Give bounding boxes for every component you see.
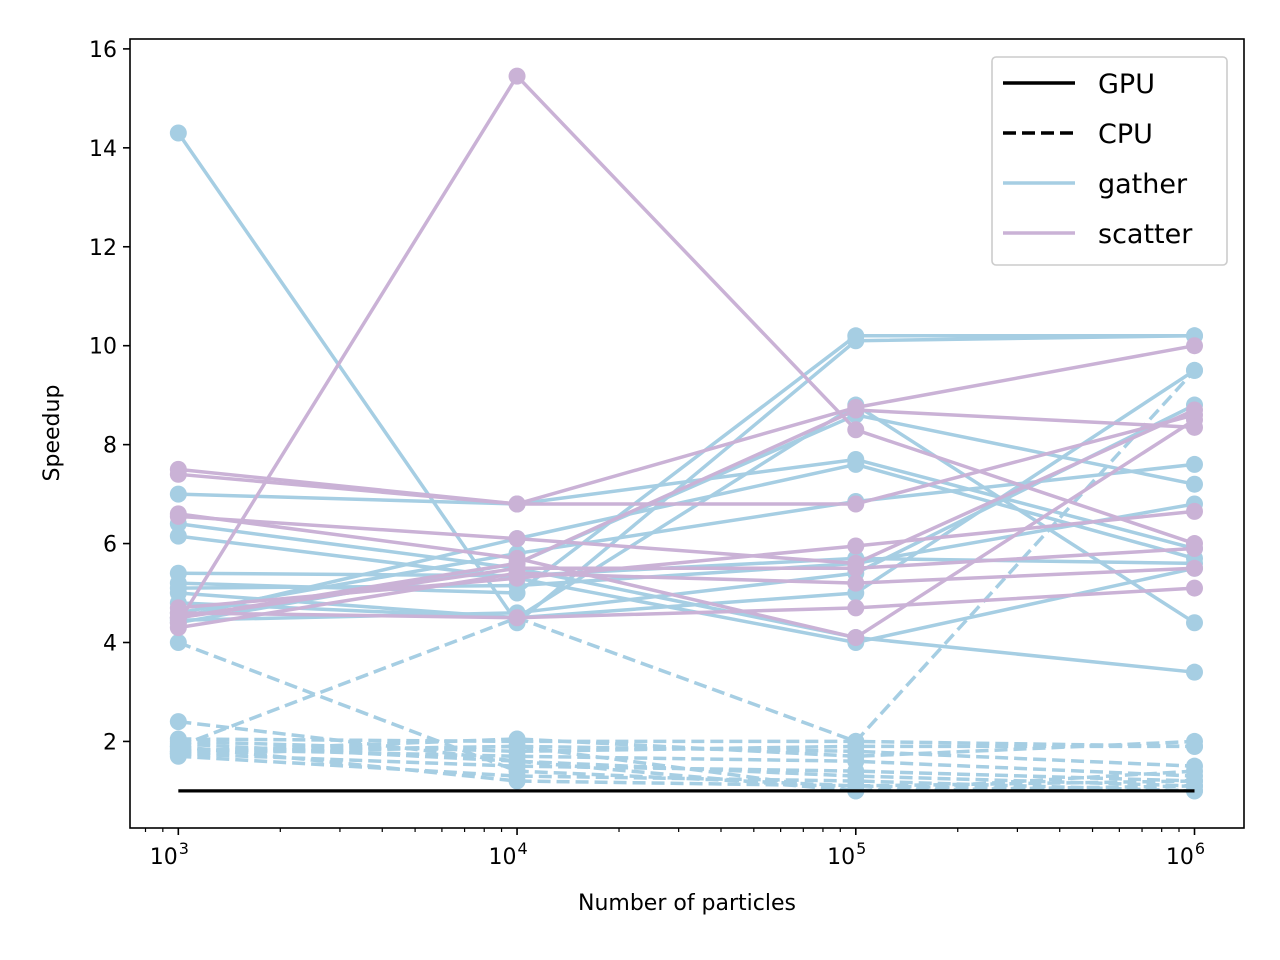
data-point (508, 772, 526, 790)
series-line (178, 566, 1195, 630)
series-line (178, 754, 1195, 793)
series-layer (169, 67, 1203, 800)
data-point (1186, 540, 1203, 558)
y-tick-label: 12 (89, 236, 117, 261)
series-line (178, 739, 1195, 754)
data-point (508, 495, 526, 513)
data-point (847, 327, 865, 345)
series-line (178, 742, 1195, 788)
data-point (1186, 361, 1203, 379)
data-point (1186, 401, 1203, 419)
data-point (169, 579, 187, 597)
scatter-gpu-series-35 (169, 540, 1203, 627)
series-line (178, 546, 1195, 620)
data-point (1186, 732, 1203, 750)
data-point (847, 629, 865, 647)
data-point (847, 767, 865, 785)
data-point (847, 421, 865, 439)
y-tick-label: 6 (103, 533, 117, 558)
legend-label-gpu: GPU (1098, 69, 1155, 100)
data-point (169, 124, 187, 142)
plot-frame (129, 38, 1245, 829)
data-point (847, 747, 865, 765)
series-line (178, 744, 1195, 768)
series-line (178, 747, 1195, 778)
series-line (178, 737, 1195, 759)
data-point (847, 455, 865, 473)
data-point (1186, 475, 1203, 493)
data-point (169, 634, 187, 651)
data-point (508, 737, 526, 755)
data-point (169, 609, 187, 627)
data-point (508, 67, 526, 85)
data-point (169, 507, 187, 525)
data-point (508, 559, 526, 577)
data-point (847, 574, 865, 592)
y-tick-label: 4 (103, 631, 117, 656)
data-point (1186, 614, 1203, 632)
legend-label-gather: gather (1098, 169, 1188, 200)
data-point (169, 527, 187, 545)
legend-box (991, 56, 1228, 266)
data-point (1186, 663, 1203, 681)
series-line (178, 408, 1195, 620)
legend: GPU CPU gather scatter (991, 56, 1228, 266)
data-point (847, 495, 865, 513)
series-line (178, 744, 1195, 793)
data-point (169, 745, 187, 763)
data-point (169, 713, 187, 731)
y-tick-label: 2 (103, 730, 117, 755)
data-point (847, 559, 865, 577)
series-line (178, 522, 1195, 674)
data-point (508, 609, 526, 627)
data-point (1186, 502, 1203, 520)
series-line (178, 752, 1195, 783)
data-point (1186, 762, 1203, 780)
y-axis: 2 4 6 8 10 12 14 16 (89, 38, 130, 755)
data-point (508, 752, 526, 770)
data-point (169, 465, 187, 483)
series-line (177, 640, 1195, 788)
series-line (177, 462, 1195, 620)
data-point (1186, 337, 1203, 355)
legend-label-scatter: scatter (1098, 219, 1193, 250)
series-line (177, 369, 1196, 749)
series-line (178, 502, 1195, 590)
x-axis-label: Number of particles (578, 891, 796, 916)
y-axis-label: Speedup (40, 385, 65, 482)
series-line (178, 343, 1195, 506)
data-point (1186, 559, 1203, 577)
series-line (178, 413, 1195, 506)
data-point (847, 537, 865, 555)
data-point (508, 530, 526, 548)
series-line (178, 586, 1195, 620)
series-line (178, 737, 1195, 749)
y-tick-label: 14 (89, 137, 117, 162)
data-point (169, 485, 187, 503)
data-point (1186, 418, 1203, 436)
data-point (847, 401, 865, 419)
series-line (178, 457, 1195, 551)
series-line (178, 462, 1195, 615)
y-tick-label: 16 (89, 38, 117, 63)
y-tick-label: 10 (89, 335, 117, 360)
data-point (847, 599, 865, 617)
series-line (178, 534, 1195, 645)
data-point (1186, 579, 1203, 597)
series-line (178, 408, 1196, 566)
data-point (1186, 455, 1203, 473)
legend-label-cpu: CPU (1098, 119, 1153, 150)
y-tick-label: 8 (103, 434, 117, 459)
series-line (178, 403, 1196, 625)
